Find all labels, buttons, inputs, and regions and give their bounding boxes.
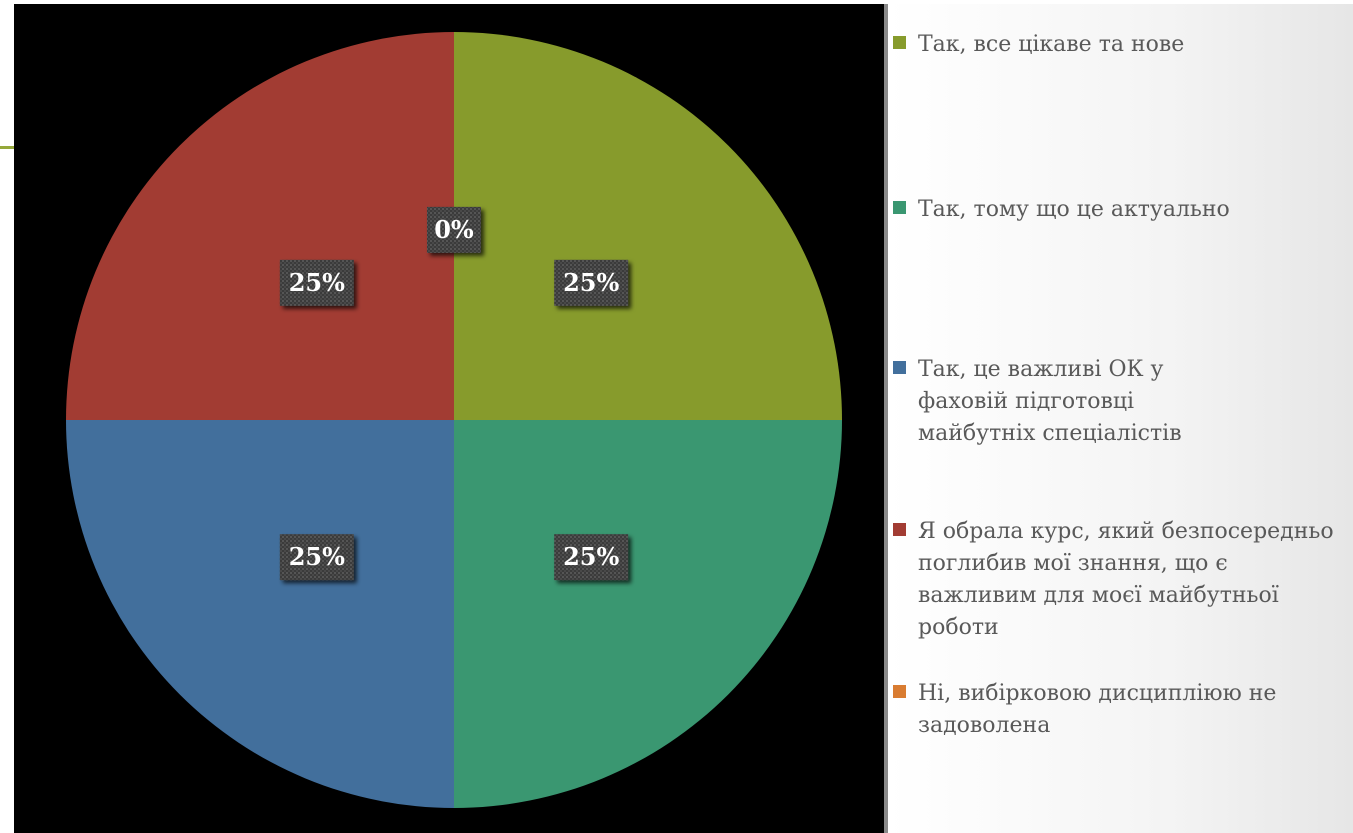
- legend-label: Я обрала курс, який безпосередньо поглиб…: [918, 519, 1334, 640]
- divider: [884, 4, 888, 833]
- legend-swatch-icon: [893, 361, 906, 374]
- pie-chart: 25% 25% 25% 25% 0%: [66, 32, 842, 808]
- legend: Так, все цікаве та нове Так, тому що це …: [888, 4, 1353, 833]
- data-label-text: 25%: [563, 268, 619, 297]
- legend-item: Так, це важливі ОК у фаховій підготовці …: [893, 354, 1348, 450]
- data-label-box: [554, 534, 629, 581]
- legend-label: Ні, вибірковою дисципліюю не задоволена: [918, 681, 1277, 738]
- data-label-text: 25%: [563, 542, 619, 571]
- legend-item: Я обрала курс, який безпосередньо поглиб…: [893, 516, 1348, 644]
- pie-slices: [66, 32, 842, 808]
- legend-swatch-icon: [893, 523, 906, 536]
- legend-label: Так, все цікаве та нове: [918, 32, 1185, 57]
- data-label-text: 0%: [434, 215, 474, 244]
- pie-data-labels: 25% 25% 25% 25% 0%: [279, 206, 629, 581]
- data-label-box: [427, 206, 481, 253]
- legend-item: Так, тому що це актуально: [893, 194, 1348, 226]
- pie-slice: [454, 32, 842, 420]
- pie-slice: [66, 32, 454, 420]
- data-label: 25%: [279, 259, 354, 306]
- accent-line: [0, 146, 14, 149]
- legend-item: Ні, вибірковою дисципліюю не задоволена: [893, 678, 1348, 742]
- pie-slice: [66, 420, 454, 808]
- data-label: 25%: [554, 259, 629, 306]
- data-label-box: [279, 534, 354, 581]
- data-label-box: [554, 259, 629, 306]
- data-label-box: [279, 259, 354, 306]
- legend-swatch-icon: [893, 685, 906, 698]
- pie-slice: [454, 420, 842, 808]
- legend-label: Так, це важливі ОК у фаховій підготовці …: [918, 357, 1182, 446]
- legend-label: Так, тому що це актуально: [918, 197, 1230, 222]
- data-label: 25%: [554, 534, 629, 581]
- legend-swatch-icon: [893, 36, 906, 49]
- data-label: 0%: [427, 206, 481, 253]
- data-label-text: 25%: [289, 542, 345, 571]
- legend-item: Так, все цікаве та нове: [893, 29, 1348, 61]
- data-label: 25%: [279, 534, 354, 581]
- legend-swatch-icon: [893, 201, 906, 214]
- chart-area: 25% 25% 25% 25% 0%: [14, 4, 884, 833]
- data-label-text: 25%: [289, 268, 345, 297]
